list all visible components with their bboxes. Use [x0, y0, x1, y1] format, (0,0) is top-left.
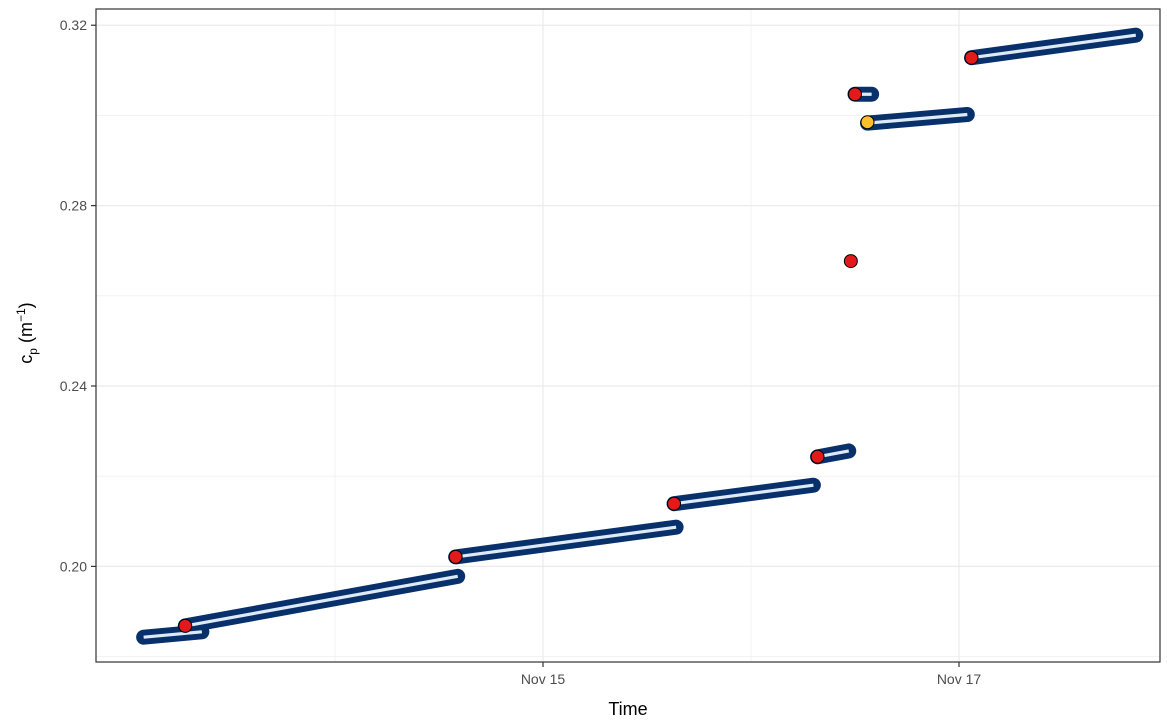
- y-axis-title-subscript: p: [26, 348, 40, 355]
- fit-line: [673, 483, 814, 506]
- panel-border: [95, 8, 1161, 663]
- y-tick-label: 0.28: [60, 198, 87, 214]
- fit-line-layer: [143, 33, 1137, 639]
- x-axis-title: Time: [608, 699, 647, 719]
- y-axis-title-rest: (m: [16, 322, 36, 348]
- fit-line: [867, 112, 968, 125]
- fit-line: [455, 525, 677, 559]
- red-point: [843, 254, 858, 269]
- y-tick-label: 0.24: [60, 378, 87, 394]
- x-tick-label: Nov 17: [937, 671, 982, 687]
- axis-tick-labels: Nov 15 Nov 17 0.20 0.24 0.28 0.32: [60, 17, 982, 687]
- y-tick-label: 0.20: [60, 558, 87, 574]
- red-point: [667, 496, 682, 511]
- red-point: [810, 449, 825, 464]
- grid-minor: [96, 9, 1167, 662]
- y-tick-label: 0.32: [60, 17, 87, 33]
- y-axis-title: cp (m−1): [14, 302, 40, 363]
- red-point: [178, 618, 193, 633]
- fit-line: [143, 630, 203, 639]
- red-point: [848, 87, 862, 102]
- y-axis-title-superscript: −1: [14, 308, 28, 322]
- grid-major: [96, 9, 1160, 662]
- fit-line: [971, 33, 1137, 60]
- axis-ticks: [91, 24, 960, 667]
- highlight-points-layer: [178, 50, 979, 633]
- yellow-point: [860, 115, 875, 130]
- y-axis-title-close: ): [16, 302, 36, 308]
- fit-line: [184, 574, 459, 628]
- x-tick-label: Nov 15: [521, 671, 566, 687]
- y-axis-title-main: c: [16, 355, 36, 364]
- red-point: [964, 50, 979, 65]
- red-point: [448, 549, 463, 564]
